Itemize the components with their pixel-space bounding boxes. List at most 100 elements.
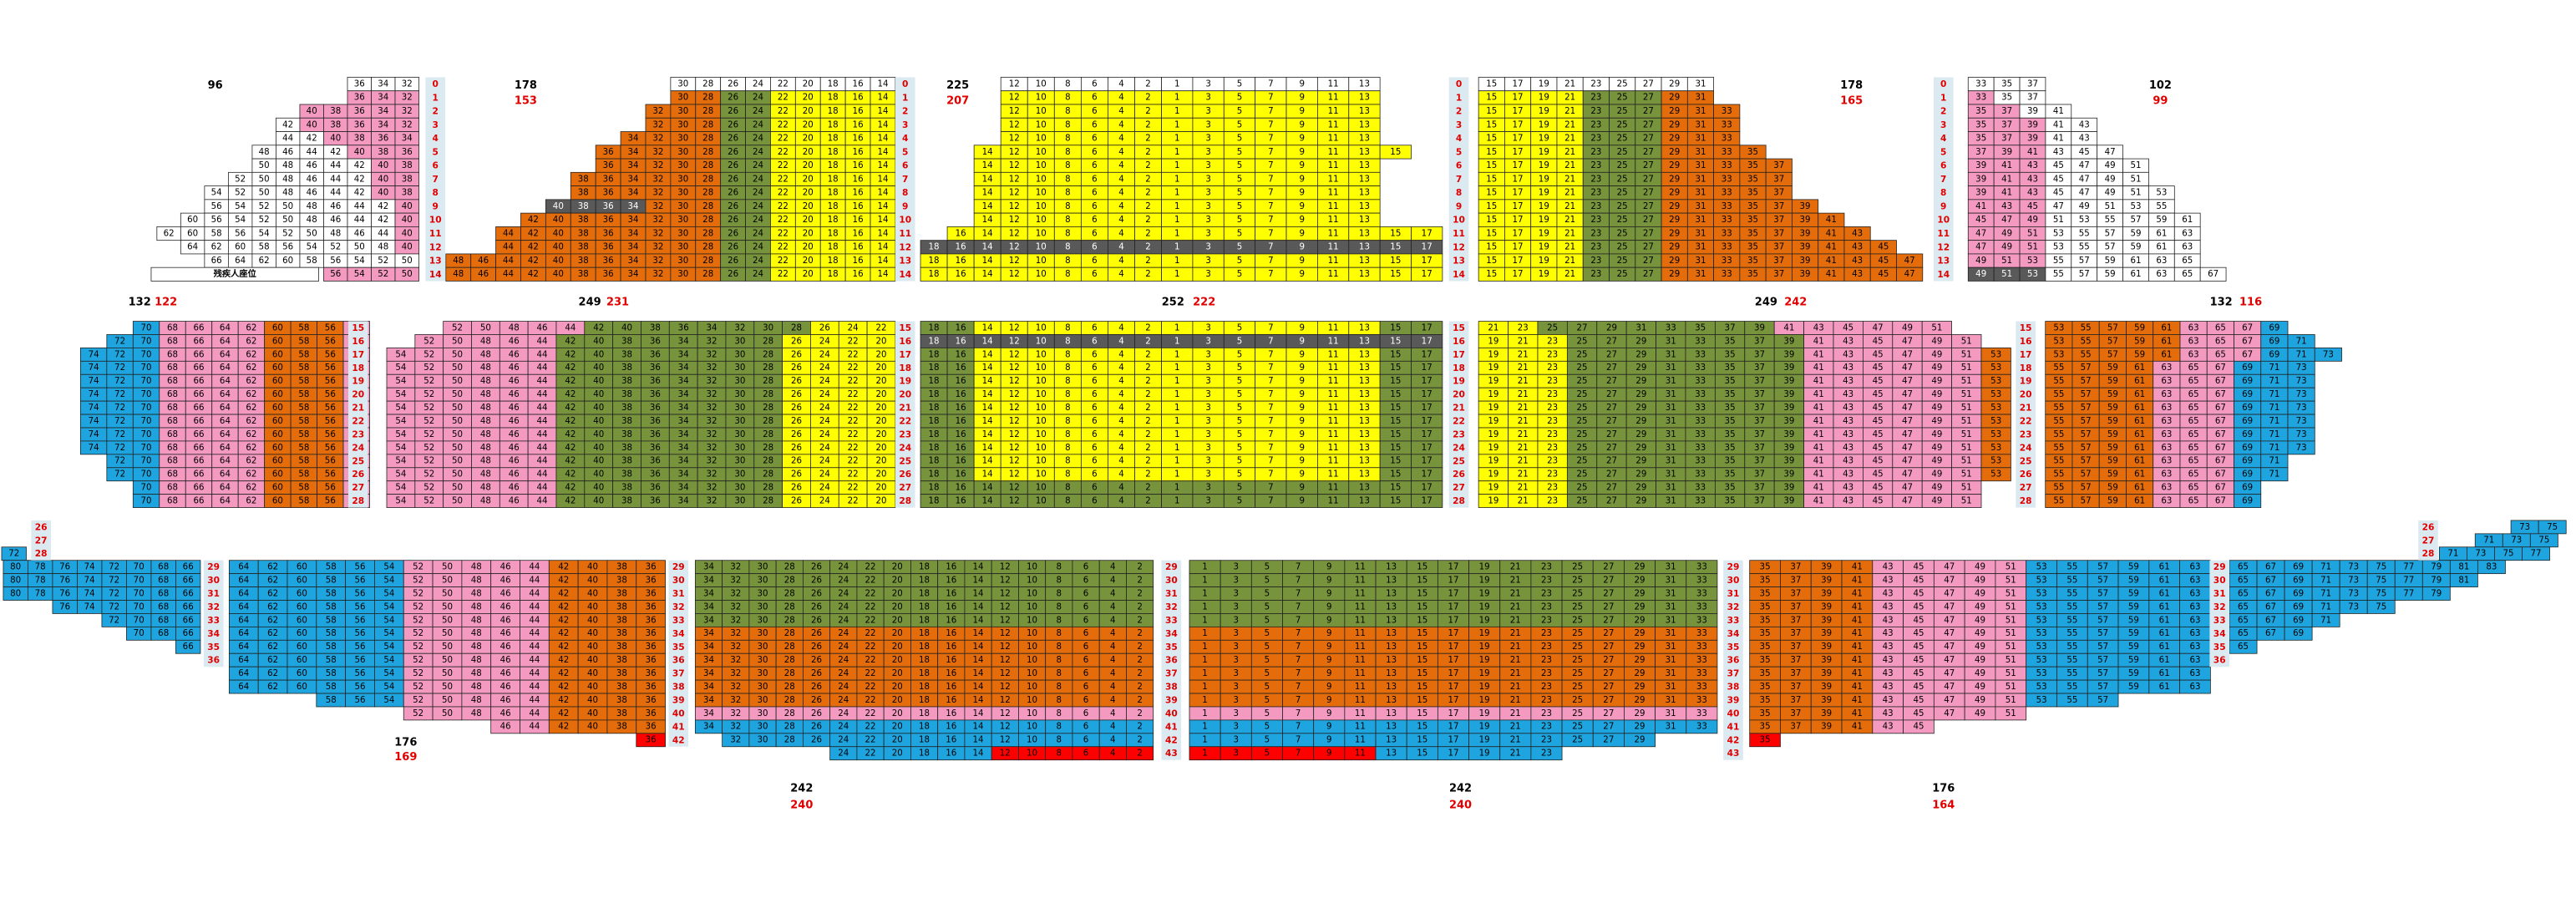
seat-number: 23 (1590, 216, 1601, 225)
seat-number: 38 (578, 229, 589, 238)
seat-number: 8 (1065, 216, 1071, 225)
seat-number: 34 (378, 120, 388, 129)
seat-number: 11 (1328, 148, 1339, 157)
seat-number: 13 (1359, 175, 1370, 184)
seat-number: 52 (378, 256, 388, 266)
seat-number: 12 (1009, 377, 1020, 386)
seat-number: 5 (1237, 189, 1243, 198)
seat-number: 53 (1990, 350, 2001, 359)
seat-number: 34 (678, 444, 689, 453)
row-label: 28 (899, 495, 911, 506)
seat-number: 42 (330, 148, 341, 157)
seat-number: 19 (1488, 377, 1498, 386)
seat-number: 31 (1695, 135, 1706, 144)
seat-number: 51 (2130, 175, 2141, 184)
seat-number: 36 (650, 417, 661, 426)
seat-number: 31 (1695, 202, 1706, 211)
seat-number: 1 (1174, 229, 1180, 238)
seat-number: 23 (1590, 202, 1601, 211)
seat-number: 28 (784, 736, 795, 745)
seat-number: 1 (1174, 94, 1180, 103)
seat-number: 49 (2027, 216, 2038, 225)
seat-number: 65 (2188, 497, 2199, 506)
seat-number: 17 (1422, 470, 1433, 480)
seat-number: 42 (558, 576, 569, 586)
seat-number: 66 (193, 444, 204, 453)
seat-number: 49 (1931, 470, 1942, 480)
seat-number: 50 (442, 576, 453, 586)
seat-number: 43 (2079, 135, 2090, 144)
seat-number: 12 (1009, 94, 1020, 103)
seat-number: 16 (853, 270, 864, 279)
row-label: 12 (899, 241, 911, 252)
seat-number: 11 (1328, 79, 1339, 89)
seat-number: 14 (982, 470, 993, 480)
seat-number: 23 (1590, 229, 1601, 238)
seat-number: 69 (2242, 377, 2253, 386)
seat-number: 7 (1268, 404, 1274, 413)
seat-number: 17 (1513, 256, 1524, 266)
seat-number: 44 (537, 430, 548, 439)
seat-number: 19 (1479, 602, 1490, 612)
seat-number: 23 (1590, 79, 1601, 89)
seat-number: 62 (211, 243, 222, 252)
seat-number: 5 (1237, 350, 1243, 359)
seat-number: 16 (853, 202, 864, 211)
seat-number: 35 (1747, 148, 1758, 157)
seat-number: 12 (1009, 148, 1020, 157)
seat-number: 68 (167, 377, 178, 386)
row-label: 7 (433, 174, 439, 185)
seat-number: 2 (1145, 256, 1151, 266)
seat-number: 42 (565, 337, 576, 346)
seat-number: 8 (1057, 709, 1062, 718)
seat-number: 11 (1328, 216, 1339, 225)
seat-number: 54 (259, 229, 270, 238)
seat-number: 55 (2053, 390, 2064, 399)
seat-number: 25 (1617, 94, 1628, 103)
seat-number: 1 (1174, 417, 1180, 426)
seat-number: 22 (778, 120, 789, 129)
seat-number: 25 (1617, 148, 1628, 157)
seat-number: 9 (1299, 256, 1305, 266)
seat-number: 45 (1873, 444, 1884, 453)
seat-number: 60 (297, 576, 307, 586)
seat-number: 18 (919, 576, 930, 586)
seat-number: 65 (2188, 457, 2199, 466)
row-label: 21 (2020, 403, 2032, 414)
seat-number: 19 (1539, 256, 1549, 266)
seat-number: 54 (383, 589, 394, 598)
seat-number: 40 (593, 377, 604, 386)
seat-number: 17 (1422, 350, 1433, 359)
seat-number: 10 (1036, 161, 1047, 170)
seat-number: 56 (325, 430, 336, 439)
seat-number: 32 (707, 404, 718, 413)
seat-number: 66 (193, 337, 204, 346)
seat-number: 3 (1205, 377, 1211, 386)
seat-number: 50 (282, 216, 293, 225)
seat-number: 23 (1590, 270, 1601, 279)
seat-number: 22 (865, 749, 876, 759)
seat-number: 48 (480, 404, 491, 413)
row-label: 22 (352, 416, 364, 427)
seat-number: 2 (1145, 175, 1151, 184)
seat-number: 1 (1174, 430, 1180, 439)
row-label: 18 (352, 363, 364, 373)
seat-number: 28 (784, 723, 795, 732)
seat-number: 8 (1057, 616, 1062, 625)
seat-number: 39 (1800, 216, 1811, 225)
seat-number: 21 (1510, 602, 1521, 612)
seat-number: 61 (2134, 444, 2145, 453)
seat-number: 21 (1518, 390, 1529, 399)
seat-number: 17 (1513, 175, 1524, 184)
seat-number: 24 (753, 148, 763, 157)
seat-number: 29 (1669, 229, 1680, 238)
seat-number: 44 (537, 417, 548, 426)
seat-number: 46 (500, 616, 511, 625)
seat-number: 41 (1826, 270, 1837, 279)
row-label: 12 (1937, 241, 1950, 252)
seat-number: 38 (616, 696, 627, 705)
seat-number: 2 (1145, 323, 1151, 333)
seat-number: 71 (2269, 457, 2279, 466)
seat-number: 26 (811, 683, 822, 692)
seat-number: 18 (929, 470, 940, 480)
